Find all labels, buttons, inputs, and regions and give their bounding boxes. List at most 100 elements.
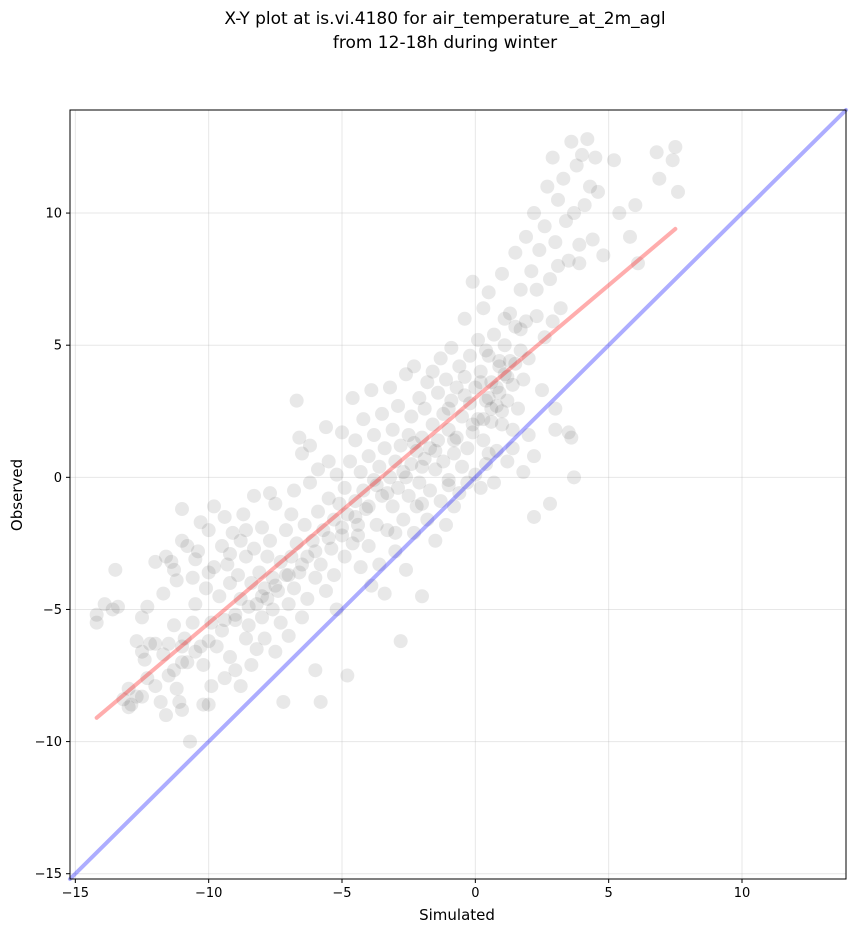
data-point (313, 557, 328, 572)
data-point (225, 525, 240, 540)
data-point (548, 401, 563, 416)
data-point (276, 694, 291, 709)
data-point (345, 391, 360, 406)
data-point (569, 158, 584, 173)
data-point (649, 145, 664, 160)
data-point (281, 628, 296, 643)
x-tick-label: 10 (734, 886, 751, 901)
data-point (372, 459, 387, 474)
data-point (545, 150, 560, 165)
data-point (279, 568, 293, 583)
data-point (447, 499, 461, 514)
data-point (356, 483, 371, 498)
data-point (361, 449, 376, 464)
data-point (268, 578, 283, 593)
data-point (396, 512, 411, 527)
data-point (460, 441, 475, 456)
data-point (529, 309, 544, 324)
data-point (497, 338, 512, 353)
data-point (463, 396, 477, 411)
data-point (180, 539, 195, 554)
data-point (540, 179, 555, 194)
data-point (391, 480, 405, 495)
data-point (500, 454, 515, 469)
data-point (159, 708, 173, 723)
data-point (316, 523, 331, 538)
data-point (527, 509, 541, 524)
grid (70, 110, 846, 879)
data-point (417, 451, 432, 466)
plot-frame (69, 109, 847, 880)
data-point (327, 512, 341, 527)
data-point (567, 206, 581, 221)
data-point (487, 475, 501, 490)
data-point (457, 369, 472, 384)
data-point (447, 433, 461, 448)
data-point (191, 544, 205, 559)
data-point (116, 692, 131, 707)
data-point (335, 520, 349, 535)
data-point (524, 264, 539, 279)
y-tick-label: −15 (35, 867, 62, 882)
data-point (340, 668, 355, 683)
data-point (393, 438, 408, 453)
data-point (489, 398, 504, 413)
data-point (492, 385, 507, 400)
data-point (476, 412, 491, 427)
data-point (335, 425, 349, 440)
data-point (596, 248, 611, 263)
data-point (476, 301, 491, 316)
data-point (199, 581, 213, 596)
data-point (263, 486, 277, 501)
data-point (129, 689, 144, 704)
data-point (121, 681, 136, 696)
data-point (348, 494, 363, 509)
data-point (292, 565, 307, 580)
data-point (471, 412, 485, 427)
data-point (236, 507, 251, 522)
data-point (265, 602, 280, 617)
data-point (223, 650, 237, 665)
data-point (519, 229, 533, 244)
data-point (223, 546, 237, 561)
data-point (388, 525, 403, 540)
data-point (420, 375, 435, 390)
data-point (239, 523, 253, 538)
data-point (201, 634, 216, 649)
data-point (332, 496, 347, 511)
data-point (244, 576, 259, 591)
data-point (228, 613, 243, 628)
data-point (572, 256, 587, 271)
data-point (161, 668, 176, 683)
data-point (239, 549, 253, 564)
data-point (543, 272, 557, 287)
data-point (183, 734, 197, 749)
data-point (441, 401, 456, 416)
data-point (172, 694, 187, 709)
data-point (140, 671, 155, 686)
data-point (519, 314, 533, 329)
data-point (500, 393, 515, 408)
data-point (543, 496, 557, 511)
data-point (463, 348, 477, 363)
data-point (321, 491, 336, 506)
data-point (500, 369, 515, 384)
data-point (177, 631, 192, 646)
data-point (441, 472, 456, 487)
data-point (436, 454, 451, 469)
data-point (185, 570, 200, 585)
data-point (303, 438, 317, 453)
data-point (535, 383, 549, 398)
data-point (175, 639, 189, 654)
data-point (412, 391, 427, 406)
data-point (439, 517, 453, 532)
data-point (585, 232, 600, 247)
data-point (175, 702, 189, 717)
data-point (527, 449, 541, 464)
data-point (575, 147, 589, 162)
y-tick-label: −10 (35, 735, 62, 750)
data-point (311, 462, 325, 477)
data-point (369, 517, 384, 532)
data-point (495, 266, 509, 281)
data-point (471, 332, 485, 347)
